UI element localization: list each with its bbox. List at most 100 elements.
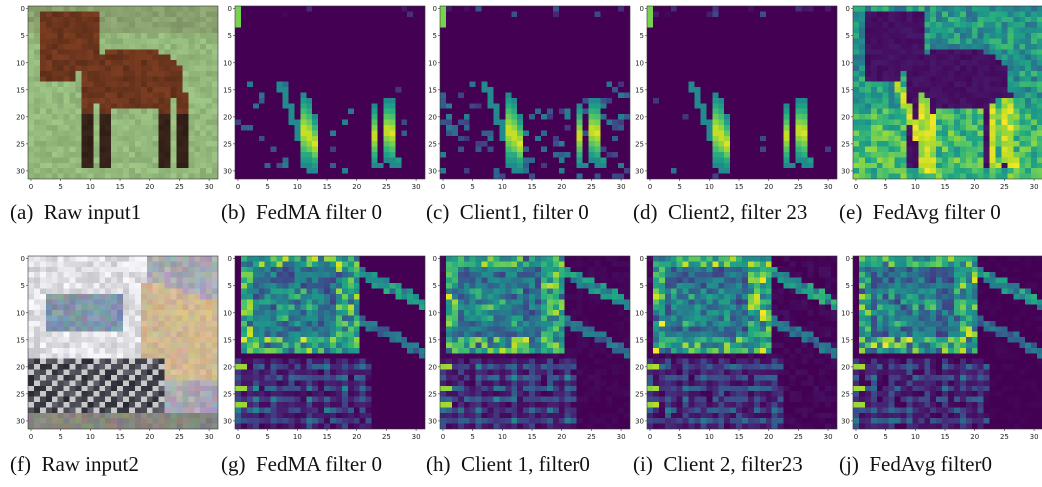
x-tick-label: 25 [175,183,184,191]
x-tick-label: 10 [911,433,920,441]
x-tick-label: 25 [587,433,596,441]
y-tick-label: 15 [635,336,644,344]
x-tick-label: 5 [58,183,62,191]
filter-activation-map [235,256,425,429]
x-tick-label: 5 [470,433,474,441]
x-tick-label: 30 [1030,183,1039,191]
heatmap-axes: 0 0 5 5 10 10 15 15 20 20 25 25 30 30 [16,5,219,193]
y-tick-label: 0 [21,255,25,263]
y-tick-label: 20 [16,363,25,371]
subfigure-d: 0 0 5 5 10 10 15 15 20 20 25 25 30 30 (d) Client2, fil… [633,5,843,226]
axes-frame [439,5,631,180]
y-tick-label: 30 [16,167,25,175]
axes-frame [646,255,838,430]
x-tick-label: 0 [29,183,33,191]
y-tick-label: 20 [428,363,437,371]
x-tick-label: 5 [883,183,887,191]
y-tick-label: 25 [428,140,437,148]
x-tick-label: 10 [705,183,714,191]
x-tick-label: 0 [441,183,445,191]
subfigure-caption: (d) Client2, filter 23 [633,200,808,224]
axes-frame [27,255,219,430]
y-tick-label: 20 [223,363,232,371]
y-tick-label: 10 [223,59,232,67]
x-tick-label: 30 [617,433,626,441]
axes-frame [234,255,426,430]
y-tick-label: 30 [223,167,232,175]
y-tick-label: 20 [16,113,25,121]
axis-ticks: 0 0 5 5 10 10 15 15 20 20 25 25 30 30 [428,255,631,441]
x-tick-label: 5 [265,183,269,191]
x-tick-label: 25 [794,183,803,191]
y-tick-label: 25 [223,140,232,148]
y-tick-label: 20 [635,113,644,121]
y-tick-label: 30 [428,417,437,425]
y-tick-label: 20 [428,113,437,121]
y-tick-label: 30 [428,167,437,175]
y-tick-label: 15 [635,86,644,94]
y-tick-label: 20 [223,113,232,121]
x-tick-label: 10 [293,433,302,441]
x-tick-label: 0 [648,183,652,191]
y-tick-label: 15 [841,336,850,344]
axis-ticks: 0 0 5 5 10 10 15 15 20 20 25 25 30 30 [841,5,1042,191]
y-tick-label: 30 [841,417,850,425]
x-tick-label: 10 [705,433,714,441]
subfigure-g: 0 0 5 5 10 10 15 15 20 20 25 25 30 30 (g) FedMA filter… [221,255,431,476]
filter-activation-map [853,256,1042,429]
y-tick-label: 0 [846,5,850,13]
x-tick-label: 30 [824,433,833,441]
x-tick-label: 15 [116,433,125,441]
axes-frame [852,255,1042,430]
x-tick-label: 30 [205,433,214,441]
subfigure-e: 0 0 5 5 10 10 15 15 20 20 25 25 30 30 (e) FedAvg filte… [839,5,1042,226]
x-tick-label: 10 [293,183,302,191]
y-tick-label: 25 [428,390,437,398]
y-tick-label: 5 [228,282,232,290]
subfigure-a: 0 0 5 5 10 10 15 15 20 20 25 25 30 30 (a) Raw input1 [10,5,224,226]
x-tick-label: 20 [557,183,566,191]
y-tick-label: 0 [228,5,232,13]
heatmap-axes: 0 0 5 5 10 10 15 15 20 20 25 25 30 30 [635,5,838,193]
y-tick-label: 30 [841,167,850,175]
y-tick-label: 25 [16,390,25,398]
filter-activation-map [440,6,630,179]
y-tick-label: 5 [433,282,437,290]
subfigure-caption: (h) Client 1, filter0 [426,452,590,476]
y-tick-label: 10 [428,309,437,317]
x-tick-label: 0 [854,433,858,441]
x-tick-label: 5 [265,433,269,441]
y-tick-label: 15 [428,336,437,344]
x-tick-label: 15 [941,433,950,441]
x-tick-label: 0 [29,433,33,441]
heatmap-axes: 0 0 5 5 10 10 15 15 20 20 25 25 30 30 [841,255,1042,443]
y-tick-label: 25 [841,140,850,148]
y-tick-label: 25 [16,140,25,148]
axes-frame [439,255,631,430]
heatmap-axes: 0 0 5 5 10 10 15 15 20 20 25 25 30 30 [16,255,219,443]
y-tick-label: 10 [635,59,644,67]
axis-ticks: 0 0 5 5 10 10 15 15 20 20 25 25 30 30 [223,255,426,441]
y-tick-label: 25 [223,390,232,398]
x-tick-label: 15 [528,183,537,191]
subfigure-caption: (b) FedMA filter 0 [221,200,382,224]
x-tick-label: 20 [970,183,979,191]
x-tick-label: 20 [557,433,566,441]
x-tick-label: 20 [764,433,773,441]
x-tick-label: 20 [970,433,979,441]
y-tick-label: 15 [223,336,232,344]
y-tick-label: 15 [428,86,437,94]
y-tick-label: 5 [640,32,644,40]
subfigure-caption: (f) Raw input2 [10,452,139,476]
x-tick-label: 15 [941,183,950,191]
y-tick-label: 15 [841,86,850,94]
y-tick-label: 0 [433,5,437,13]
x-tick-label: 30 [205,183,214,191]
x-tick-label: 20 [145,433,154,441]
subfigure-j: 0 0 5 5 10 10 15 15 20 20 25 25 30 30 (j) FedAvg filte… [839,255,1042,476]
x-tick-label: 10 [498,183,507,191]
subfigure-h: 0 0 5 5 10 10 15 15 20 20 25 25 30 30 (h) Client 1, fi… [426,255,636,476]
subfigure-caption: (j) FedAvg filter0 [839,452,992,476]
x-tick-label: 15 [116,183,125,191]
axes-frame [646,5,838,180]
